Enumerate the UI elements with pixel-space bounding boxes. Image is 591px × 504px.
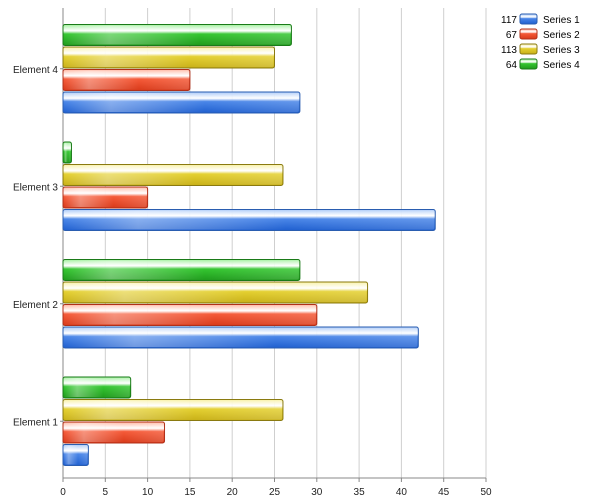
x-tick-label: 35 xyxy=(354,487,366,498)
legend-label: Series 2 xyxy=(543,30,580,41)
bars xyxy=(62,24,436,466)
x-tick-label: 10 xyxy=(142,487,154,498)
bar-shine xyxy=(64,70,189,90)
legend-label: Series 1 xyxy=(543,15,580,26)
legend-total: 64 xyxy=(506,60,518,71)
category-label: Element 2 xyxy=(13,300,58,311)
x-tick-label: 30 xyxy=(311,487,323,498)
legend-swatch xyxy=(519,58,538,70)
bar-shine xyxy=(64,378,130,397)
legend-total: 67 xyxy=(506,30,518,41)
legend-label: Series 4 xyxy=(543,60,580,71)
bar-shine xyxy=(64,328,418,347)
bar-shine xyxy=(64,305,316,325)
bar-shine xyxy=(64,188,147,207)
bar-shine xyxy=(64,143,71,162)
x-tick-label: 40 xyxy=(396,487,408,498)
category-label: Element 1 xyxy=(13,417,58,428)
bar-shine xyxy=(64,165,282,185)
x-tick-label: 0 xyxy=(60,487,66,498)
bar-shine xyxy=(64,25,291,45)
bar-shine xyxy=(64,283,367,302)
bar-shine xyxy=(64,48,274,67)
legend-total: 113 xyxy=(501,45,517,56)
bar-shine xyxy=(64,210,435,230)
x-tick-label: 45 xyxy=(438,487,450,498)
x-tick-label: 50 xyxy=(480,487,492,498)
legend-swatch xyxy=(519,28,538,40)
axes xyxy=(60,8,487,482)
legend-swatch xyxy=(519,43,538,55)
category-labels: Element 1 Element 2 Element 3 Element 4 xyxy=(13,65,58,429)
legend-label: Series 3 xyxy=(543,45,580,56)
bar-shine xyxy=(64,400,282,420)
bar-shine xyxy=(64,445,88,465)
x-tick-label: 20 xyxy=(227,487,239,498)
x-tick-label: 15 xyxy=(184,487,196,498)
legend: 117 Series 1 67 Series 2 113 Series 3 64 Series… xyxy=(501,13,580,71)
category-label: Element 3 xyxy=(13,182,58,193)
legend-total: 117 xyxy=(501,15,517,26)
x-tick-labels: 0 5 10 15 20 25 30 35 40 45 50 xyxy=(60,487,492,498)
legend-swatch xyxy=(519,13,538,25)
x-tick-label: 25 xyxy=(269,487,281,498)
category-label: Element 4 xyxy=(13,65,58,76)
x-tick-label: 5 xyxy=(103,487,109,498)
bar-shine xyxy=(64,93,299,112)
bar-shine xyxy=(64,260,299,280)
bar-shine xyxy=(64,423,164,442)
